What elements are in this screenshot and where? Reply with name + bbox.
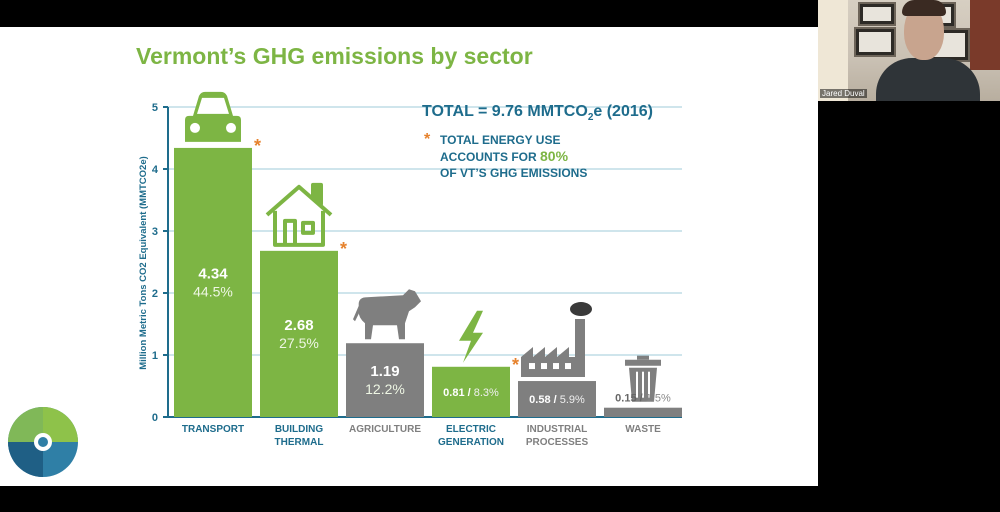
factory-icon <box>521 302 592 378</box>
bar <box>518 381 596 417</box>
bar <box>260 250 338 417</box>
category-label: PROCESSES <box>526 437 589 448</box>
category-label: BUILDING <box>275 424 324 435</box>
note-line-3: OF VT’S GHG EMISSIONS <box>440 166 588 180</box>
presenter-hair <box>902 0 946 16</box>
total-emissions-callout: TOTAL = 9.76 MMTCO2e (2016) <box>422 103 653 123</box>
bar <box>346 343 424 417</box>
note-star-icon: * <box>424 131 431 148</box>
y-tick-label: 1 <box>152 350 158 362</box>
y-tick-label: 4 <box>152 164 159 176</box>
car-icon <box>185 91 241 142</box>
note-line-2: ACCOUNTS FOR <box>440 150 540 164</box>
wall-frame <box>858 2 896 26</box>
trash-can-icon <box>625 355 661 402</box>
category-label: INDUSTRIAL <box>527 424 588 435</box>
window <box>818 0 848 101</box>
value-percent-label: 0.58 / 5.9% <box>529 394 585 406</box>
emissions-bar-chart: 0 1 2 3 4 5 Million Metric Tons CO2 Equivalent… <box>138 91 682 448</box>
value-label: 1.19 <box>370 363 399 380</box>
percent-label: 27.5% <box>279 335 319 351</box>
note-highlight: 80% <box>540 148 569 164</box>
value-label: 2.68 <box>284 317 313 334</box>
value-percent-label: 0.15 / 1.5% <box>615 393 671 405</box>
total-prefix: TOTAL = 9.76 MMTCO <box>422 103 588 120</box>
energy-star-icon: * <box>254 136 261 156</box>
organization-logo <box>8 407 78 477</box>
category-label: WASTE <box>625 424 661 435</box>
total-suffix: e (2016) <box>593 103 653 120</box>
y-tick-label: 3 <box>152 226 158 238</box>
y-tick-label: 0 <box>152 412 158 424</box>
category-label: GENERATION <box>438 437 504 448</box>
bar <box>432 366 510 417</box>
presenter-name: Jared Duval <box>820 89 867 98</box>
category-label: AGRICULTURE <box>349 424 421 435</box>
category-label: TRANSPORT <box>182 424 244 435</box>
y-axis-label: Million Metric Tons CO2 Equivalent (MMTC… <box>138 156 149 370</box>
y-tick-label: 2 <box>152 288 158 300</box>
category-label: ELECTRIC <box>446 424 496 435</box>
y-tick-label: 5 <box>152 102 158 114</box>
slide-title: Vermont’s GHG emissions by sector <box>136 43 533 69</box>
slide: Vermont’s GHG emissions by sector 0 1 2 3 4 5… <box>0 27 818 486</box>
house-icon <box>265 182 333 247</box>
energy-star-icon: * <box>340 239 347 259</box>
lightning-icon <box>459 310 483 363</box>
presenter-video: Jared Duval <box>818 0 1000 101</box>
category-label: THERMAL <box>275 437 324 448</box>
value-label: 4.34 <box>198 265 228 282</box>
cow-icon <box>353 289 421 340</box>
percent-label: 44.5% <box>193 283 233 299</box>
energy-star-icon: * <box>512 355 519 375</box>
note-line-1: TOTAL ENERGY USE <box>440 133 561 147</box>
wall-banner <box>970 0 1000 70</box>
wall-frame <box>854 27 896 57</box>
value-percent-label: 0.81 / 8.3% <box>443 387 499 399</box>
bar <box>174 147 252 418</box>
bar <box>604 407 682 417</box>
percent-label: 12.2% <box>365 381 405 397</box>
presenter-body <box>876 58 980 101</box>
total-subscript: 2 <box>587 112 594 124</box>
